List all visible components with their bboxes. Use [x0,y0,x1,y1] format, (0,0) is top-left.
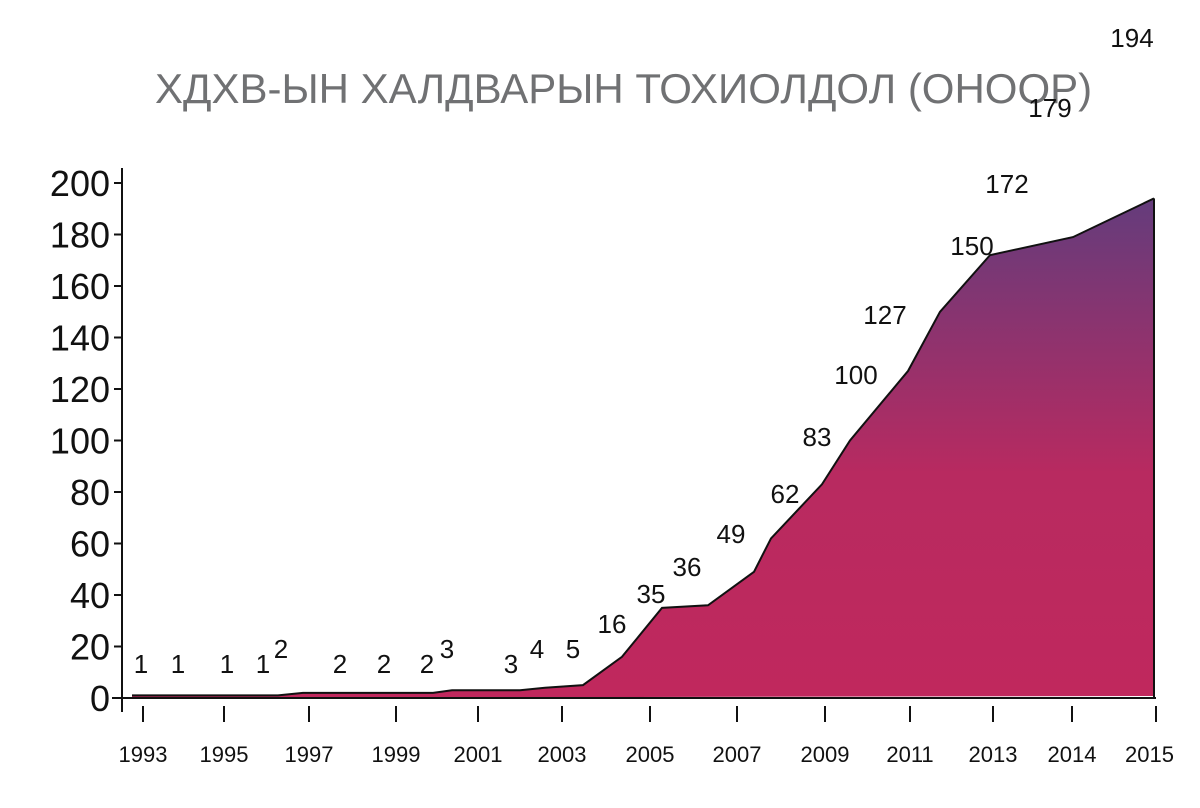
x-tick-label: 2013 [969,742,1018,767]
data-label: 2 [333,649,347,679]
data-label: 3 [440,634,454,664]
y-tick-label: 120 [50,369,110,410]
data-label: 35 [637,579,666,609]
axis-layer: 0 20 40 60 80 100 120 140 160 180 200 1993 1995 1997 1… [50,163,1174,767]
data-label: 4 [530,634,544,664]
y-tick-label: 100 [50,421,110,462]
data-label: 172 [985,169,1028,199]
data-label: 127 [863,300,906,330]
x-tick-label: 1999 [372,742,421,767]
x-tick-label: 2003 [538,742,587,767]
data-label: 5 [566,634,580,664]
x-tick-label: 2015 [1125,742,1174,767]
data-label: 49 [717,519,746,549]
data-label: 1 [171,649,185,679]
data-label: 16 [598,609,627,639]
data-label: 2 [377,649,391,679]
x-tick-label: 2009 [801,742,850,767]
x-tick-label: 2011 [886,742,933,767]
x-tick-label: 2005 [626,742,675,767]
data-label: 83 [803,422,832,452]
data-label: 100 [834,360,877,390]
data-label: 1 [134,649,148,679]
data-label: 2 [274,634,288,664]
data-label: 1 [220,649,234,679]
data-label: 150 [950,231,993,261]
data-label: 1 [256,649,270,679]
x-tick-label: 1997 [285,742,334,767]
x-tick-label: 2001 [454,742,503,767]
chart-title: ХДХВ-ЫН ХАЛДВАРЫН ТОХИОЛДОЛ (ОНООР) [155,65,1092,112]
data-label: 194 [1110,23,1153,53]
data-label: 2 [420,649,434,679]
y-tick-label: 0 [90,678,110,719]
y-tick-label: 80 [70,472,110,513]
x-tick-label: 2014 [1048,742,1097,767]
y-tick-label: 200 [50,163,110,204]
data-label: 62 [771,479,800,509]
y-tick-label: 160 [50,266,110,307]
area-fill [132,198,1154,698]
data-label: 36 [673,552,702,582]
data-label: 3 [504,649,518,679]
x-tick-label: 1993 [119,742,168,767]
series-line [132,197,1155,697]
y-tick-label: 20 [70,627,110,668]
y-tick-label: 40 [70,575,110,616]
y-tick-label: 60 [70,524,110,565]
area-layer [132,197,1155,698]
y-tick-label: 180 [50,215,110,256]
y-tick-label: 140 [50,318,110,359]
x-tick-label: 1995 [200,742,249,767]
x-tick-label: 2007 [713,742,762,767]
data-label: 179 [1028,93,1071,123]
data-label-layer: 1 1 1 1 2 2 2 2 3 3 4 51635364962831001271501721791… [134,23,1154,679]
